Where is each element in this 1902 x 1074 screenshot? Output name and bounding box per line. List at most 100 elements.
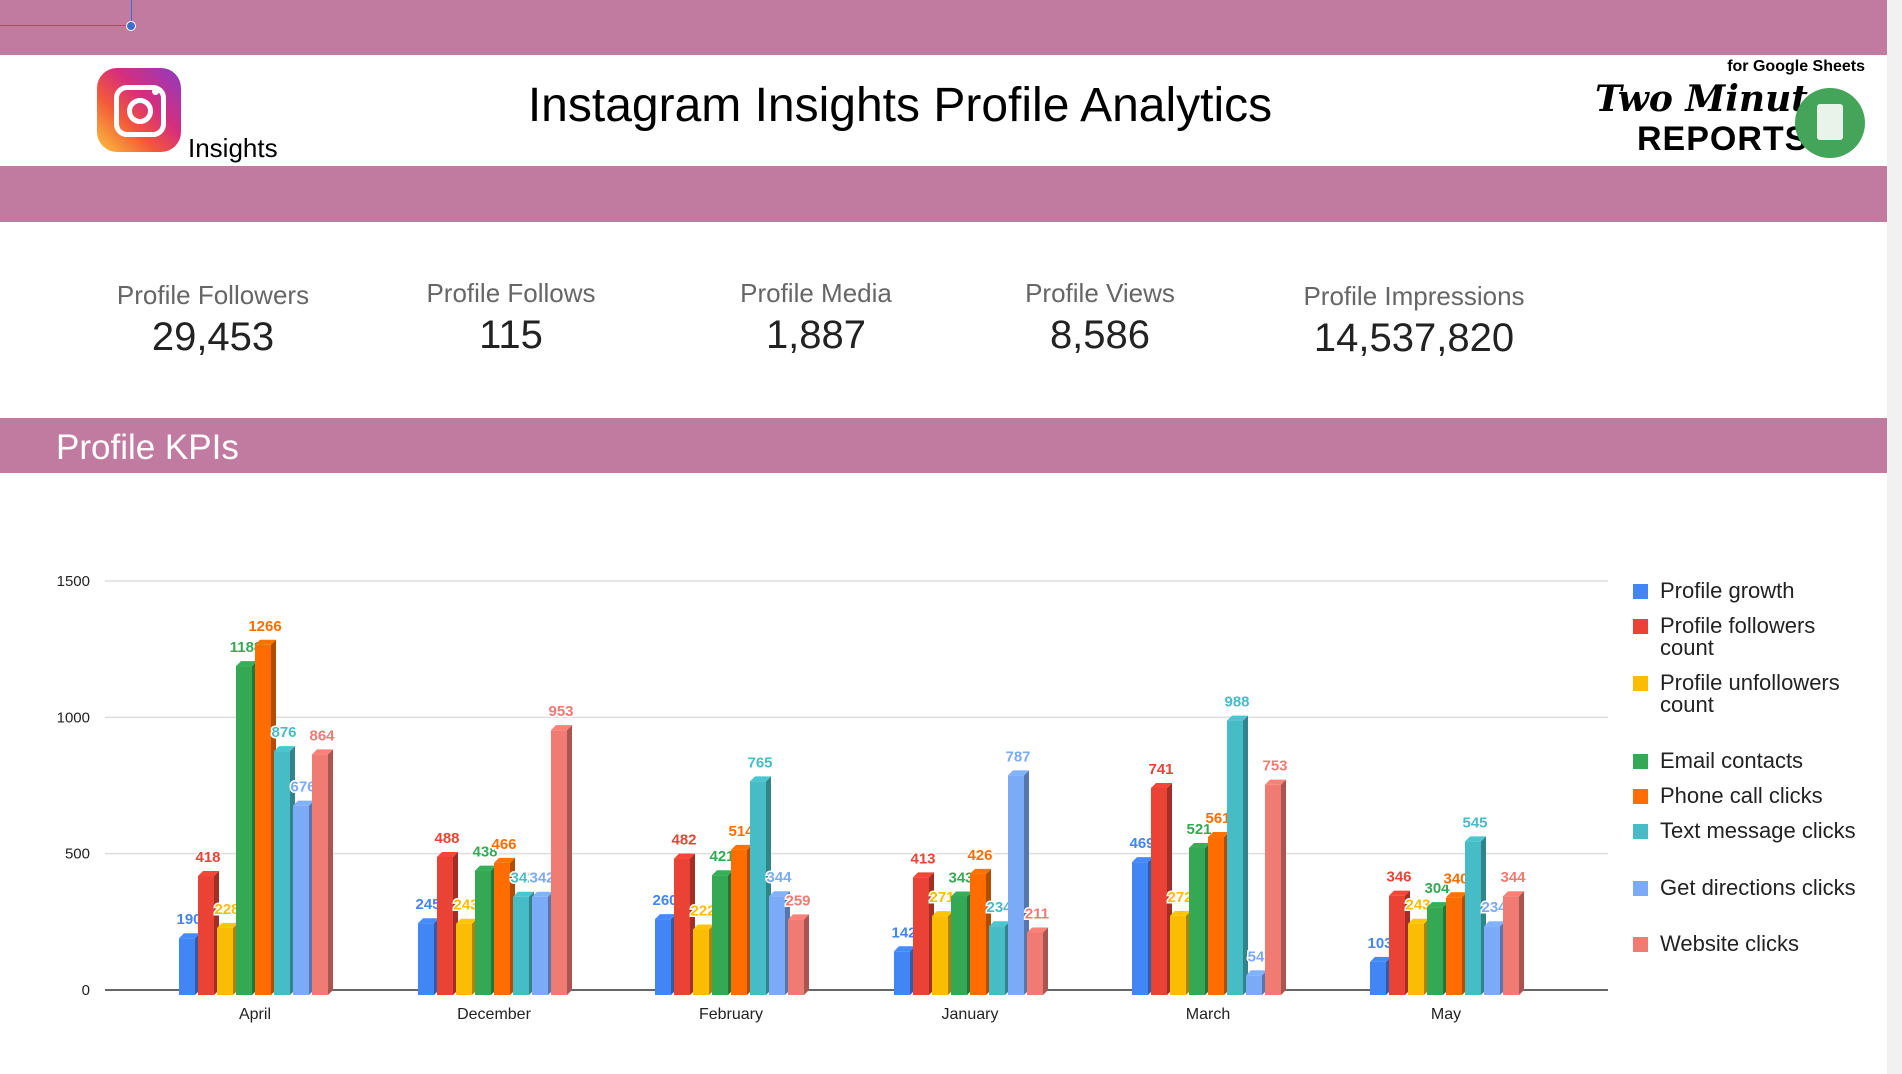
- legend-label: Profile unfollowers count: [1660, 670, 1840, 717]
- bar: [312, 754, 328, 995]
- data-label: 676: [290, 779, 315, 796]
- bar: [1227, 720, 1243, 995]
- bar: [1503, 896, 1519, 995]
- bar-top: [712, 870, 733, 876]
- bar-top: [932, 911, 953, 917]
- bar: [532, 896, 548, 995]
- bar: [1465, 841, 1481, 995]
- data-label: 787: [1005, 748, 1030, 765]
- data-label: 234: [1481, 899, 1507, 916]
- legend-item[interactable]: Website clicks: [1633, 933, 1863, 955]
- bar-top: [1265, 779, 1286, 785]
- bar-top: [769, 891, 790, 897]
- scrollbar-track[interactable]: [1887, 0, 1902, 1074]
- data-label: 421: [709, 848, 734, 865]
- top-band: [0, 0, 1887, 55]
- data-label: 222: [690, 902, 715, 919]
- bar-top: [198, 871, 219, 877]
- legend-item[interactable]: Profile unfollowers count: [1633, 672, 1863, 716]
- data-label: 260: [652, 892, 677, 909]
- data-label: 103: [1367, 935, 1392, 952]
- legend-label: Email contacts: [1660, 748, 1804, 773]
- data-label: 1188: [230, 639, 263, 656]
- bar: [731, 849, 747, 995]
- data-label: 561: [1205, 810, 1230, 827]
- data-label: 438: [472, 844, 497, 861]
- legend-swatch: [1633, 619, 1648, 634]
- section-title: Profile KPIs: [56, 428, 239, 467]
- bar: [1265, 784, 1281, 995]
- bar: [236, 666, 252, 995]
- bar: [913, 877, 929, 995]
- data-label: 142: [891, 924, 916, 941]
- legend-item[interactable]: Profile followers count: [1633, 615, 1863, 659]
- bar: [1170, 915, 1186, 995]
- bar: [655, 919, 671, 995]
- data-label: 343: [948, 869, 973, 886]
- data-label: 346: [1386, 869, 1411, 886]
- bar-top: [1189, 842, 1210, 848]
- legend-item[interactable]: Get directions clicks: [1633, 877, 1863, 899]
- kpi-profile-impressions: Profile Impressions 14,537,820: [1264, 281, 1564, 361]
- data-label: 259: [785, 892, 810, 909]
- bar-top: [989, 921, 1010, 927]
- data-label: 418: [195, 849, 220, 866]
- bar: [274, 751, 290, 995]
- bar: [750, 781, 766, 995]
- bar-top: [894, 946, 915, 952]
- bar: [255, 644, 271, 995]
- bar: [1132, 862, 1148, 995]
- bar-top: [1503, 891, 1524, 897]
- bar-top: [513, 891, 534, 897]
- bar-top: [970, 868, 991, 874]
- bar-top: [1427, 902, 1448, 908]
- bar: [1370, 961, 1386, 995]
- bar-top: [951, 891, 972, 897]
- bar-side: [1243, 715, 1248, 995]
- legend-item[interactable]: Profile growth: [1633, 580, 1863, 602]
- bar-side: [804, 914, 809, 995]
- data-label: 344: [766, 869, 792, 886]
- legend-item[interactable]: Phone call clicks: [1633, 785, 1863, 807]
- data-label: 482: [671, 832, 696, 849]
- bar-top: [456, 918, 477, 924]
- bar-top: [1208, 832, 1229, 838]
- legend-item[interactable]: Text message clicks: [1633, 820, 1863, 842]
- data-label: 271: [929, 889, 954, 906]
- kpi-value: 8,586: [1049, 313, 1151, 357]
- bar: [217, 927, 233, 995]
- bar-top: [674, 853, 695, 859]
- data-label: 340: [1443, 870, 1468, 887]
- bar: [1008, 775, 1024, 995]
- x-tick-label: April: [239, 1006, 271, 1023]
- bar: [1427, 907, 1443, 995]
- data-label: 228: [214, 901, 239, 918]
- bar: [513, 896, 529, 995]
- selection-handle[interactable]: [126, 21, 136, 31]
- kpi-label: Profile Followers: [116, 280, 310, 310]
- bar-side: [567, 725, 572, 995]
- x-tick-label: March: [1186, 1006, 1230, 1023]
- bar: [1208, 837, 1224, 995]
- bar-top: [1408, 918, 1429, 924]
- bar: [693, 929, 709, 995]
- y-tick-label: 1000: [57, 709, 90, 726]
- bar: [293, 805, 309, 995]
- bar-top: [494, 857, 515, 863]
- selection-line: [131, 0, 132, 25]
- google-sheets-icon: [1795, 88, 1865, 158]
- legend-label: Website clicks: [1660, 931, 1799, 956]
- bar-top: [655, 914, 676, 920]
- bar-top: [1465, 836, 1486, 842]
- brand-logo: for Google Sheets Two Minute REPORTS: [1595, 58, 1875, 163]
- kpi-label: Profile Follows: [426, 278, 596, 308]
- data-label: 753: [1262, 758, 1287, 775]
- data-label: 521: [1186, 821, 1211, 838]
- bar-top: [236, 661, 257, 667]
- bar-top: [913, 872, 934, 878]
- data-label: 469: [1129, 835, 1154, 852]
- legend-item[interactable]: Email contacts: [1633, 750, 1863, 772]
- bar-top: [1132, 857, 1153, 863]
- data-label: 545: [1462, 814, 1487, 831]
